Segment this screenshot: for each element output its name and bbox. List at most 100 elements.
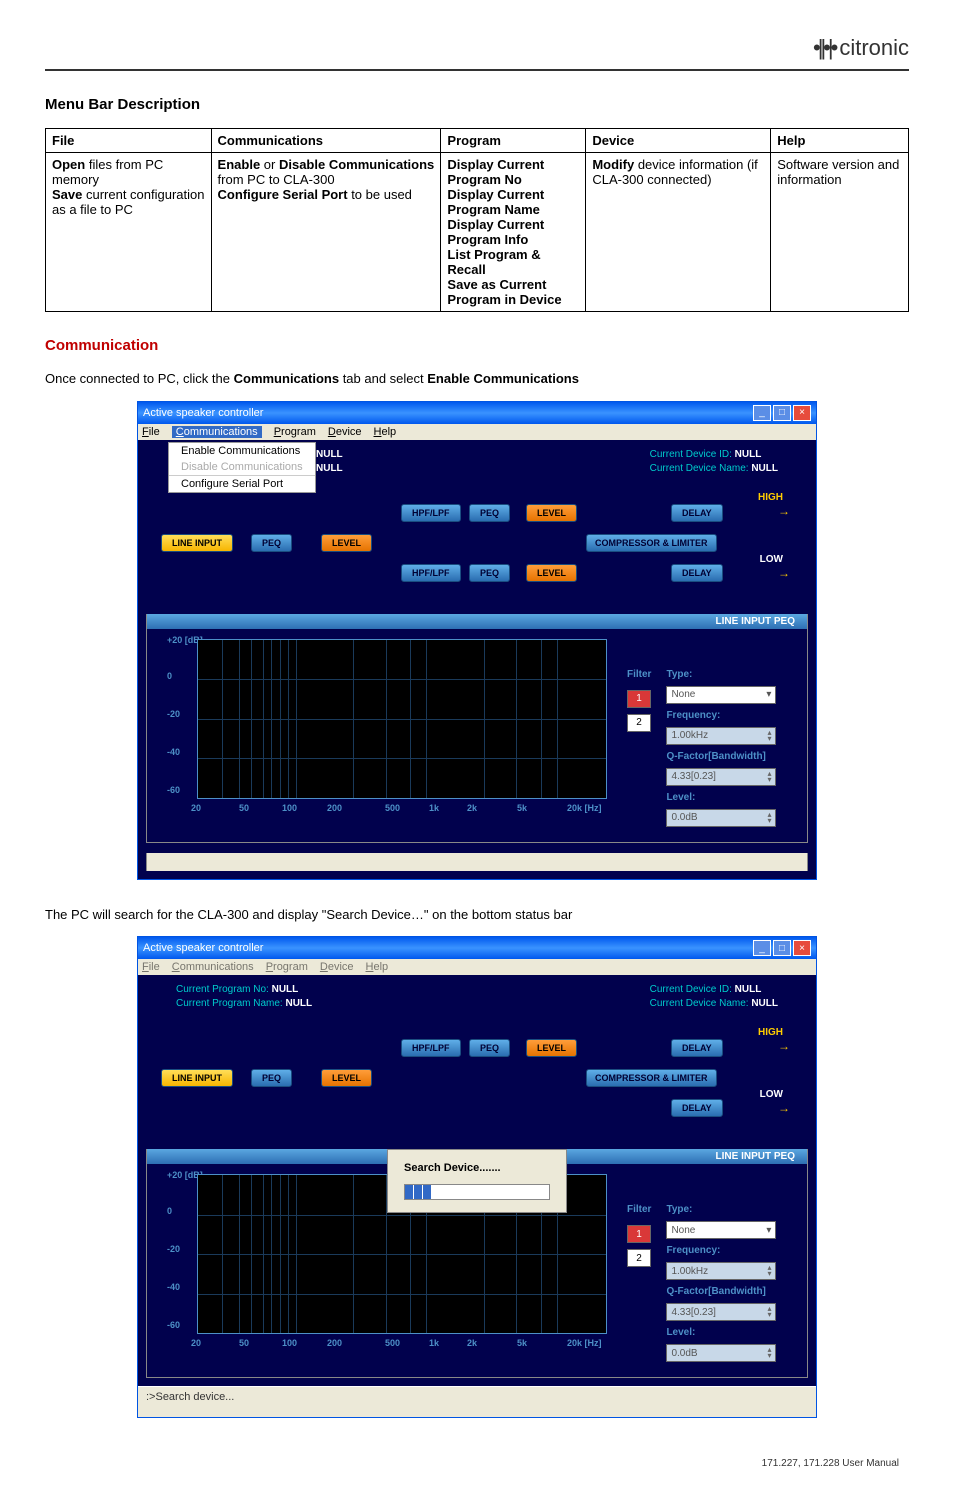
- y-label-0: 0: [167, 671, 172, 681]
- dropdown-enable-comms[interactable]: Enable Communications: [169, 443, 315, 459]
- frequency-label-2: Frequency:: [666, 1245, 776, 1256]
- delay-high-block-2[interactable]: DELAY: [671, 1039, 723, 1057]
- x-label-20k: 20k [Hz]: [567, 803, 602, 813]
- menu-device[interactable]: Device: [328, 426, 362, 438]
- maximize-button[interactable]: □: [773, 405, 791, 421]
- spinner-icon: ▴▾: [767, 771, 771, 783]
- peq-high-block-2[interactable]: PEQ: [469, 1039, 510, 1057]
- level-label-2: Level:: [666, 1327, 776, 1338]
- delay-low-block[interactable]: DELAY: [671, 564, 723, 582]
- menu-comms-2: Communications: [172, 961, 254, 973]
- spinner-icon: ▴▾: [767, 730, 771, 742]
- level-high-block-2[interactable]: LEVEL: [526, 1039, 577, 1057]
- th-program: Program: [441, 129, 586, 153]
- program-info-block: NULL NULL: [316, 448, 343, 476]
- window-title: Active speaker controller: [143, 407, 263, 419]
- th-help: Help: [771, 129, 909, 153]
- x-label-2k: 2k: [467, 803, 477, 813]
- level-main-block-2[interactable]: LEVEL: [321, 1069, 372, 1087]
- type-select-2[interactable]: None▾: [666, 1221, 776, 1239]
- search-device-dialog: Search Device.......: [387, 1149, 567, 1213]
- hpf-lpf-high-block[interactable]: HPF/LPF: [401, 504, 461, 522]
- x-label-200: 200: [327, 803, 342, 813]
- logo: •||•|• citronic: [813, 35, 909, 61]
- level-label: Level:: [666, 792, 776, 803]
- x-label-20: 20: [191, 803, 201, 813]
- menu-program[interactable]: Program: [274, 426, 316, 438]
- screenshot-1: Active speaker controller _ □ × File Com…: [137, 401, 817, 880]
- low-output-label-2: LOW: [760, 1089, 783, 1100]
- status-bar: :>Search device...: [138, 1386, 816, 1407]
- peq-section-header: LINE INPUT PEQ: [146, 614, 808, 629]
- frequency-input[interactable]: 1.00kHz▴▾: [666, 727, 776, 745]
- blank-bar: [146, 853, 808, 871]
- close-button-2[interactable]: ×: [793, 940, 811, 956]
- delay-low-block-2[interactable]: DELAY: [671, 1099, 723, 1117]
- qfactor-label-2: Q-Factor[Bandwidth]: [666, 1286, 776, 1297]
- filter-2-button[interactable]: 2: [627, 714, 651, 732]
- x-label-50: 50: [239, 803, 249, 813]
- peq-high-block[interactable]: PEQ: [469, 504, 510, 522]
- compressor-block-2[interactable]: COMPRESSOR & LIMITER: [586, 1069, 717, 1087]
- window-title-2: Active speaker controller: [143, 942, 263, 954]
- frequency-input-2[interactable]: 1.00kHz▴▾: [666, 1262, 776, 1280]
- peq-section: +20 [dB] 0 -20 -40 -60 20 50 1: [146, 629, 808, 843]
- menu-communications[interactable]: Communications: [172, 426, 262, 438]
- th-comms: Communications: [211, 129, 441, 153]
- line-input-block-2[interactable]: LINE INPUT: [161, 1069, 233, 1087]
- hpf-lpf-high-block-2[interactable]: HPF/LPF: [401, 1039, 461, 1057]
- minimize-button-2[interactable]: _: [753, 940, 771, 956]
- line-input-block[interactable]: LINE INPUT: [161, 534, 233, 552]
- level-main-block[interactable]: LEVEL: [321, 534, 372, 552]
- peq-main-block[interactable]: PEQ: [251, 534, 292, 552]
- arrow-low-icon: →: [778, 566, 790, 580]
- level-high-block[interactable]: LEVEL: [526, 504, 577, 522]
- type-label-2: Type:: [666, 1204, 776, 1215]
- level-low-block[interactable]: LEVEL: [526, 564, 577, 582]
- filter-1-button[interactable]: 1: [627, 690, 651, 708]
- td-program: Display Current Program NoDisplay Curren…: [441, 153, 586, 312]
- td-file: Open files from PC memorySave current co…: [46, 153, 212, 312]
- logo-text: citronic: [839, 35, 909, 61]
- menu-file[interactable]: File: [142, 426, 160, 438]
- spinner-icon: ▴▾: [767, 1265, 771, 1277]
- th-device: Device: [586, 129, 771, 153]
- level-input-2[interactable]: 0.0dB▴▾: [666, 1344, 776, 1362]
- compressor-block[interactable]: COMPRESSOR & LIMITER: [586, 534, 717, 552]
- qfactor-input[interactable]: 4.33[0.23]▴▾: [666, 768, 776, 786]
- x-label-500: 500: [385, 803, 400, 813]
- maximize-button-2[interactable]: □: [773, 940, 791, 956]
- search-progress-bar: [404, 1184, 550, 1200]
- close-button[interactable]: ×: [793, 405, 811, 421]
- spinner-icon: ▴▾: [767, 1306, 771, 1318]
- minimize-button[interactable]: _: [753, 405, 771, 421]
- dropdown-arrow-icon: ▾: [766, 689, 771, 700]
- hpf-lpf-low-block[interactable]: HPF/LPF: [401, 564, 461, 582]
- type-select[interactable]: None▾: [666, 686, 776, 704]
- dropdown-configure-port[interactable]: Configure Serial Port: [169, 475, 315, 492]
- filter-2-button-2[interactable]: 2: [627, 1249, 651, 1267]
- low-output-label: LOW: [760, 554, 783, 565]
- peq-low-block[interactable]: PEQ: [469, 564, 510, 582]
- x-label-100: 100: [282, 803, 297, 813]
- y-label-n60: -60: [167, 785, 180, 795]
- qfactor-input-2[interactable]: 4.33[0.23]▴▾: [666, 1303, 776, 1321]
- menu-help[interactable]: Help: [374, 426, 397, 438]
- search-dialog-title: Search Device.......: [404, 1162, 550, 1174]
- filter-label: Filter: [627, 669, 651, 680]
- peq-main-block-2[interactable]: PEQ: [251, 1069, 292, 1087]
- menu-bar: File Communications Program Device Help: [138, 424, 816, 440]
- logo-icon: •||•|•: [813, 35, 835, 61]
- menu-description-table: File Communications Program Device Help …: [45, 128, 909, 312]
- filter-1-button-2[interactable]: 1: [627, 1225, 651, 1243]
- program-info-block-2: Current Program No: NULL Current Program…: [176, 983, 312, 1011]
- level-input[interactable]: 0.0dB▴▾: [666, 809, 776, 827]
- delay-high-block[interactable]: DELAY: [671, 504, 723, 522]
- arrow-high-icon-2: →: [778, 1039, 790, 1053]
- menu-bar-disabled: File Communications Program Device Help: [138, 959, 816, 975]
- title-bar-2: Active speaker controller _ □ ×: [138, 937, 816, 959]
- dropdown-disable-comms: Disable Communications: [169, 459, 315, 475]
- spinner-icon: ▴▾: [767, 1347, 771, 1359]
- title-bar: Active speaker controller _ □ ×: [138, 402, 816, 424]
- y-label-n20: -20: [167, 709, 180, 719]
